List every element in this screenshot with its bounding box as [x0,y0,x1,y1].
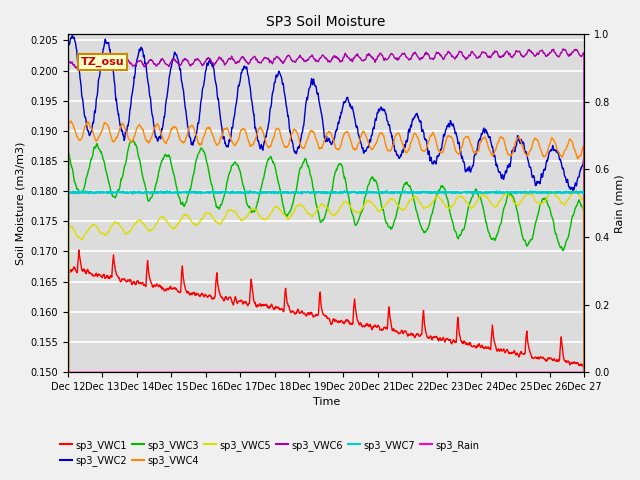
sp3_VWC6 [125,59,133,64]
sp3_Rain [125,369,133,375]
sp3_VWC1 [125,278,133,284]
sp3_Rain [358,369,365,375]
sp3_VWC4 [67,118,74,124]
sp3_VWC7 [303,189,311,194]
sp3_VWC3 [303,161,311,167]
Y-axis label: Soil Moisture (m3/m3): Soil Moisture (m3/m3) [15,142,25,265]
sp3_VWC6 [104,61,112,67]
sp3_VWC2 [358,145,366,151]
sp3_VWC1 [284,300,291,306]
sp3_VWC1 [303,312,311,317]
sp3_VWC2 [125,113,133,119]
sp3_VWC6 [559,46,567,52]
sp3_VWC5 [125,229,133,235]
sp3_VWC6 [358,58,365,63]
sp3_VWC7 [298,191,306,197]
Line: sp3_VWC5: sp3_VWC5 [68,191,584,480]
sp3_Rain [580,369,588,375]
sp3_VWC2 [104,40,112,46]
sp3_Rain [303,369,311,375]
sp3_VWC5 [303,210,311,216]
sp3_VWC3 [358,208,366,214]
sp3_VWC7 [125,190,133,195]
sp3_VWC7 [383,188,390,193]
sp3_VWC5 [358,206,365,212]
sp3_VWC7 [284,189,291,195]
Legend: sp3_VWC1, sp3_VWC2, sp3_VWC3, sp3_VWC4, sp3_VWC5, sp3_VWC6, sp3_VWC7, sp3_Rain: sp3_VWC1, sp3_VWC2, sp3_VWC3, sp3_VWC4, … [56,436,483,470]
sp3_Rain [64,369,72,375]
sp3_VWC3 [284,213,291,219]
sp3_VWC3 [125,143,133,149]
sp3_VWC7 [64,189,72,195]
Y-axis label: Rain (mm): Rain (mm) [615,174,625,232]
sp3_VWC7 [294,190,301,195]
sp3_VWC6 [284,54,291,60]
sp3_Rain [294,369,301,375]
sp3_VWC3 [104,176,112,181]
sp3_Rain [284,369,291,375]
sp3_VWC4 [294,132,302,138]
Line: sp3_VWC4: sp3_VWC4 [68,121,584,480]
sp3_VWC4 [125,137,133,143]
Line: sp3_VWC2: sp3_VWC2 [68,35,584,480]
sp3_VWC2 [284,110,291,116]
sp3_VWC4 [284,144,291,150]
sp3_Rain [104,369,112,375]
Line: sp3_VWC3: sp3_VWC3 [68,141,584,480]
sp3_VWC1 [294,307,302,312]
sp3_VWC1 [358,324,366,330]
Title: SP3 Soil Moisture: SP3 Soil Moisture [266,15,386,29]
Line: sp3_VWC7: sp3_VWC7 [68,191,584,194]
sp3_VWC7 [358,190,366,196]
sp3_VWC2 [68,32,76,38]
sp3_VWC5 [571,188,579,193]
sp3_VWC2 [294,145,302,151]
sp3_VWC5 [284,216,291,221]
sp3_VWC6 [303,57,311,63]
X-axis label: Time: Time [312,397,340,408]
sp3_VWC6 [580,457,588,463]
sp3_VWC6 [294,56,301,61]
sp3_VWC3 [129,138,137,144]
sp3_VWC4 [358,130,366,136]
sp3_VWC3 [294,177,302,182]
sp3_VWC7 [580,190,588,196]
sp3_VWC6 [64,465,72,471]
sp3_VWC5 [294,203,301,208]
Line: sp3_VWC6: sp3_VWC6 [68,49,584,468]
sp3_VWC1 [76,247,83,253]
sp3_VWC4 [104,123,112,129]
sp3_VWC5 [104,229,112,235]
sp3_VWC1 [104,275,112,281]
sp3_VWC2 [64,451,72,456]
Text: TZ_osu: TZ_osu [81,57,125,67]
Line: sp3_VWC1: sp3_VWC1 [68,250,584,480]
sp3_VWC2 [303,97,311,103]
sp3_VWC7 [104,191,112,196]
sp3_VWC4 [303,137,311,143]
